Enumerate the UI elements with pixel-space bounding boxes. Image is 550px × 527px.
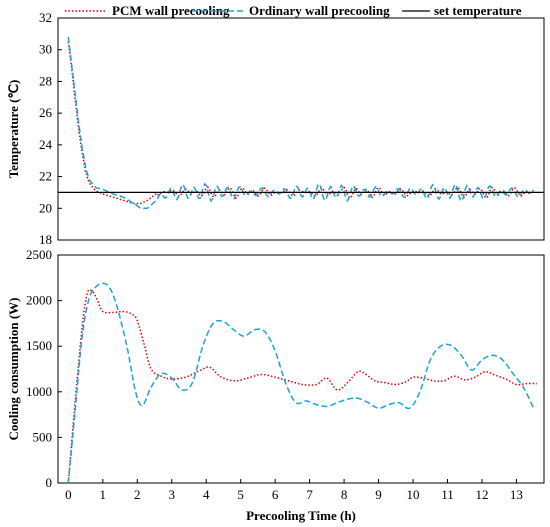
cooling-y-tick-label: 2500 [26,247,52,262]
x-tick-label: 12 [475,487,488,502]
cooling-y-tick-label: 500 [33,429,53,444]
x-axis-label: Precooling Time (h) [246,508,356,523]
cooling-y-tick-label: 0 [46,475,53,490]
cooling-y-axis-label: Cooling consumption (W) [6,297,21,440]
x-tick-label: 9 [375,487,382,502]
legend-item-set-temperature: set temperature [402,3,522,18]
cooling-plot-frame [57,254,545,484]
temperature-y-tick-label: 20 [39,200,52,215]
x-tick-label: 3 [168,487,175,502]
temperature-y-tick-label: 32 [39,10,52,25]
temperature-y-ticks: 18 20 22 24 26 28 30 32 [39,10,62,247]
cooling-y-tick-label: 1500 [26,338,52,353]
x-tick-label: 8 [341,487,348,502]
x-tick-label: 5 [237,487,244,502]
temperature-series-line-pcm [67,41,535,205]
x-tick-label: 1 [100,487,107,502]
temperature-y-axis-label: Temperature (℃) [6,80,21,179]
x-tick-label: 13 [510,487,523,502]
cooling-series-line-pcm [67,288,538,484]
x-tick-label: 4 [203,487,210,502]
temperature-series [58,36,544,210]
temperature-y-tick-label: 28 [39,73,52,88]
legend-item-ordinary: Ordinary wall precooling [192,3,390,18]
legend: PCM wall precooling Ordinary wall precoo… [65,3,522,18]
x-tick-label: 6 [272,487,279,502]
x-tick-label: 2 [134,487,141,502]
x-tick-label: 11 [441,487,454,502]
temperature-plot-frame [57,17,545,241]
temperature-y-tick-label: 26 [39,105,53,120]
temperature-panel: 18 20 22 24 26 28 30 32 Temperature (℃) [6,10,545,247]
legend-label-ordinary: Ordinary wall precooling [249,3,390,18]
legend-label-pcm: PCM wall precooling [112,3,230,18]
x-tick-label: 7 [306,487,313,502]
legend-item-pcm: PCM wall precooling [65,3,230,18]
legend-label-set-temperature: set temperature [434,3,522,18]
cooling-y-tick-label: 2000 [26,293,52,308]
temperature-y-tick-label: 18 [39,232,52,247]
temperature-y-tick-label: 30 [39,42,52,57]
cooling-series-line-ordinary [67,282,535,484]
cooling-y-tick-label: 1000 [26,384,52,399]
temperature-y-tick-label: 24 [39,137,53,152]
cooling-series [67,282,538,484]
x-tick-label: 0 [65,487,72,502]
x-tick-label: 10 [407,487,420,502]
temperature-y-tick-label: 22 [39,169,52,184]
temperature-series-line-ordinary [67,36,535,210]
